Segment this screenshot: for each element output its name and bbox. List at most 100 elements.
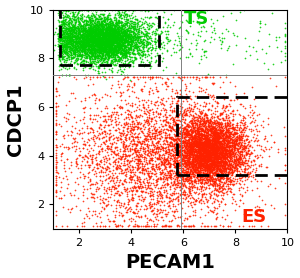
Point	[199, 161, 203, 165]
Point	[207, 40, 212, 44]
Point	[207, 168, 212, 173]
Point	[193, 121, 198, 125]
Point	[140, 74, 145, 79]
Point	[168, 136, 172, 140]
Point	[116, 160, 121, 165]
Point	[55, 160, 59, 164]
Point	[196, 128, 201, 132]
Point	[61, 38, 65, 43]
Point	[227, 123, 232, 128]
Point	[195, 141, 200, 145]
Point	[103, 39, 108, 44]
Point	[60, 224, 64, 229]
Point	[169, 168, 174, 173]
Point	[208, 123, 213, 128]
Point	[194, 170, 198, 175]
Point	[130, 35, 135, 39]
Point	[112, 51, 117, 55]
Point	[234, 141, 239, 145]
Point	[157, 145, 161, 149]
Point	[89, 33, 94, 37]
Point	[220, 149, 225, 153]
Point	[154, 182, 159, 186]
Point	[219, 136, 224, 140]
Point	[202, 169, 207, 173]
Point	[227, 186, 232, 191]
Point	[214, 135, 219, 139]
Point	[123, 40, 128, 44]
Point	[211, 177, 216, 181]
Point	[141, 38, 146, 42]
Point	[79, 54, 84, 58]
Point	[57, 43, 62, 48]
Point	[119, 45, 124, 49]
Point	[111, 53, 116, 57]
Point	[216, 177, 221, 182]
Point	[209, 164, 214, 169]
Point	[78, 59, 83, 64]
Point	[164, 191, 169, 196]
Point	[151, 112, 156, 116]
Point	[129, 18, 134, 23]
Point	[134, 185, 138, 190]
Point	[116, 34, 121, 38]
Point	[119, 155, 124, 160]
Point	[200, 193, 204, 198]
Point	[227, 143, 232, 147]
Point	[66, 99, 71, 104]
Point	[85, 49, 90, 53]
Point	[184, 132, 189, 136]
Point	[205, 152, 209, 157]
Point	[160, 161, 165, 166]
Point	[153, 144, 158, 148]
Point	[220, 144, 224, 149]
Point	[214, 147, 218, 151]
Point	[105, 217, 110, 221]
Point	[207, 165, 212, 169]
Point	[131, 171, 136, 176]
Point	[188, 143, 192, 147]
Point	[185, 107, 190, 112]
Point	[207, 121, 212, 125]
Point	[82, 34, 87, 39]
Point	[164, 150, 169, 154]
Point	[241, 174, 246, 178]
Point	[188, 142, 192, 146]
Point	[129, 60, 134, 65]
Point	[170, 124, 175, 129]
Point	[150, 149, 155, 154]
Point	[272, 186, 277, 190]
Point	[88, 66, 93, 70]
Point	[149, 74, 154, 79]
Point	[219, 151, 224, 156]
Point	[102, 22, 107, 27]
Point	[83, 8, 88, 12]
Point	[201, 124, 206, 128]
Point	[230, 138, 235, 142]
Point	[211, 152, 215, 156]
Point	[220, 159, 225, 163]
Point	[118, 49, 122, 54]
Point	[243, 153, 248, 157]
Point	[111, 36, 116, 41]
Point	[99, 39, 104, 44]
Point	[163, 167, 168, 171]
Point	[123, 28, 128, 33]
Point	[161, 127, 166, 131]
Point	[164, 150, 169, 154]
Point	[192, 168, 197, 173]
Point	[94, 43, 99, 48]
Point	[188, 142, 193, 147]
Point	[105, 63, 110, 67]
Point	[90, 153, 95, 158]
Point	[231, 152, 236, 157]
Point	[97, 35, 102, 40]
Point	[119, 39, 124, 43]
Point	[220, 148, 224, 153]
Point	[194, 154, 199, 158]
Point	[260, 47, 265, 52]
Point	[112, 23, 117, 28]
Point	[202, 178, 207, 183]
Point	[240, 136, 245, 140]
Point	[93, 29, 98, 34]
